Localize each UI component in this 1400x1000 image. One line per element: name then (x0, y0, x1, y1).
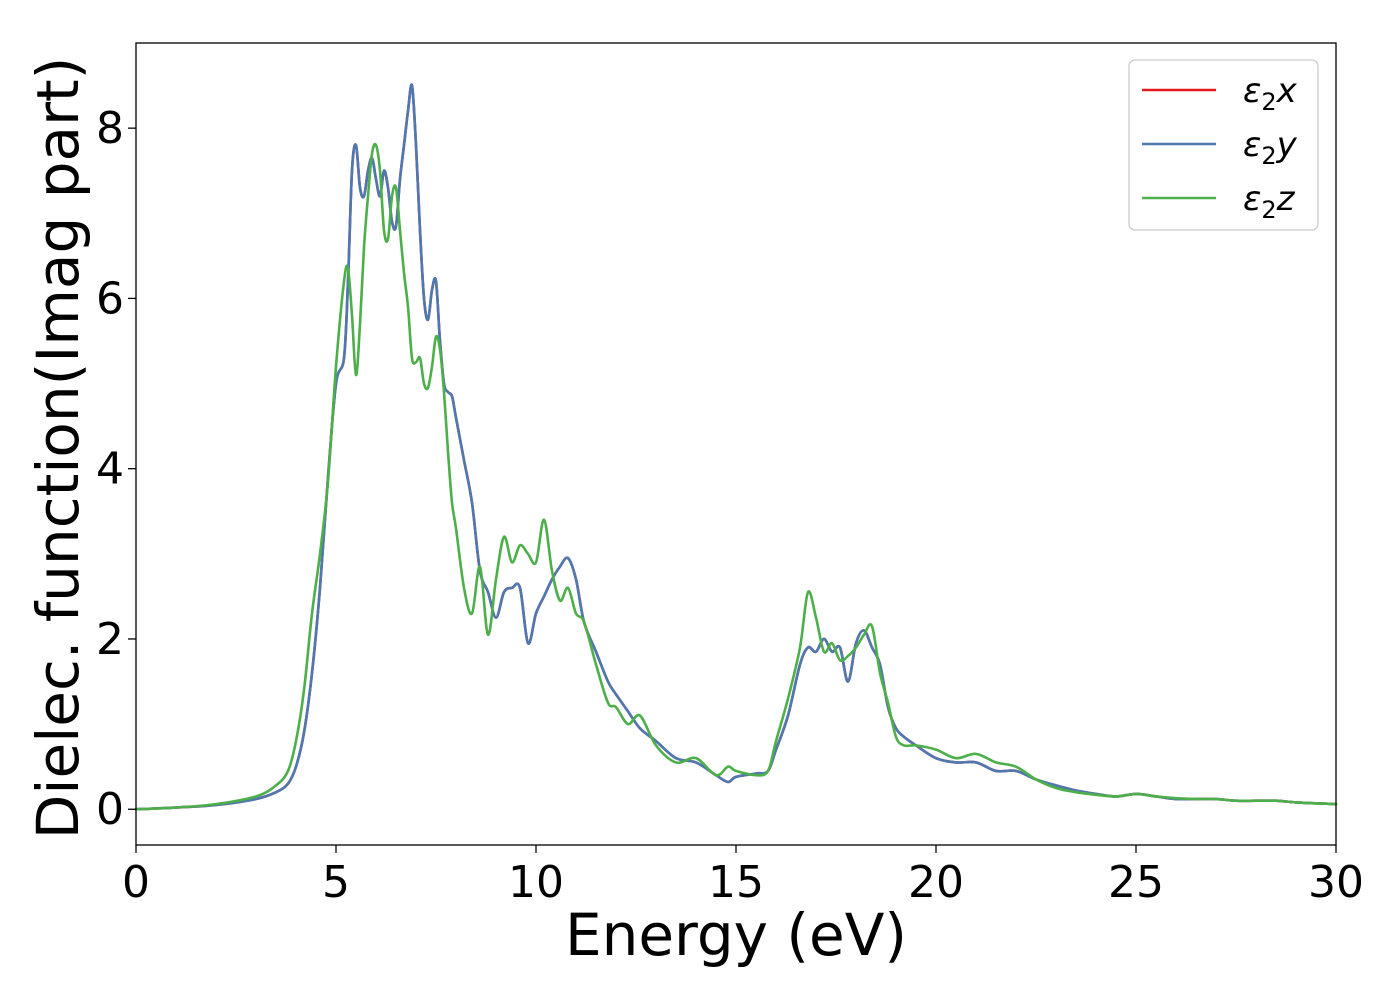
x-tick-label: 10 (508, 857, 564, 908)
y-tick-label: 4 (96, 444, 124, 495)
legend-symbol: ε (1243, 71, 1261, 111)
x-axis-label: Energy (eV) (565, 901, 907, 969)
y-tick-label: 0 (96, 784, 124, 835)
legend-subscript: 2 (1261, 196, 1276, 224)
x-tick-label: 15 (708, 857, 764, 908)
legend-entry-label: ε2x (1243, 71, 1298, 116)
legend-component: z (1276, 179, 1296, 219)
x-tick-label: 25 (1108, 857, 1164, 908)
legend-subscript: 2 (1261, 88, 1276, 116)
legend-symbol: ε (1243, 125, 1261, 165)
series-line-e2y (134, 83, 1338, 811)
legend-subscript: 2 (1261, 142, 1276, 170)
legend-entry-label: ε2z (1243, 179, 1296, 224)
x-tick-label: 20 (908, 857, 964, 908)
y-axis: 0 2 4 6 8 (96, 103, 136, 835)
x-tick-label: 30 (1308, 857, 1364, 908)
legend-entry-label: ε2y (1243, 125, 1298, 170)
y-tick-label: 8 (96, 103, 124, 154)
y-axis-label: Dielec. function(Imag part) (24, 57, 92, 840)
x-tick-label: 0 (122, 857, 150, 908)
y-tick-label: 2 (96, 614, 124, 665)
legend-component: x (1276, 71, 1298, 111)
legend-box (1128, 59, 1319, 231)
y-tick-label: 6 (96, 273, 124, 324)
x-axis: 0 5 10 15 20 25 30 (122, 845, 1364, 908)
legend-symbol: ε (1243, 179, 1261, 219)
series-line-e2z (134, 142, 1338, 811)
legend-component: y (1276, 125, 1298, 165)
x-tick-label: 5 (322, 857, 350, 908)
series-layer (134, 83, 1338, 811)
